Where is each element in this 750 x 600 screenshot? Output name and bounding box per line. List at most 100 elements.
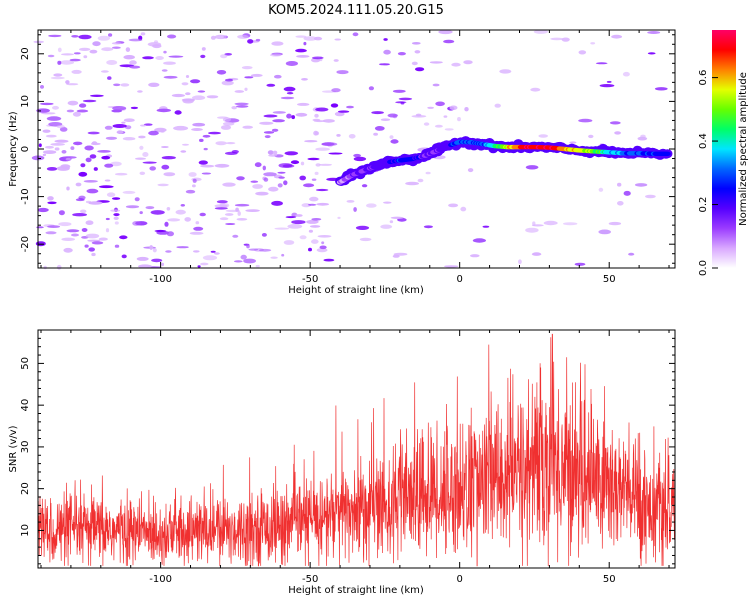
spectrogram-noise-blob xyxy=(174,110,182,115)
spectrogram-noise-blob xyxy=(411,42,421,45)
y-tick-label: 50 xyxy=(20,357,31,370)
spectrogram-noise-blob xyxy=(285,216,296,219)
spectrogram-noise-blob xyxy=(383,49,391,55)
spectrogram-noise-blob xyxy=(73,141,83,146)
spectrogram-noise-blob xyxy=(236,105,249,108)
spectrogram-noise-blob xyxy=(101,47,114,52)
spectrogram-noise-blob xyxy=(41,112,56,115)
spectrogram-noise-blob xyxy=(154,229,167,233)
spectrogram-noise-blob xyxy=(92,41,101,47)
spectrogram-noise-blob xyxy=(185,75,190,78)
spectrogram-noise-blob xyxy=(268,154,277,157)
spectrogram-noise-blob xyxy=(216,200,228,204)
spectrogram-noise-blob xyxy=(614,131,621,135)
spectrogram-noise-blob xyxy=(470,254,480,258)
spectrogram-noise-blob xyxy=(234,90,245,93)
spectrogram-noise-blob xyxy=(84,244,89,248)
spectrogram-noise-blob xyxy=(472,238,486,243)
spectrogram-noise-blob xyxy=(115,172,128,176)
spectrogram-noise-blob xyxy=(135,157,146,160)
spectrogram-noise-blob xyxy=(316,202,330,206)
spectrogram-noise-blob xyxy=(444,128,454,131)
spectrogram-noise-blob xyxy=(93,167,98,171)
spectrogram-noise-blob xyxy=(200,262,209,266)
spectrogram-noise-blob xyxy=(291,115,296,120)
spectrogram-noise-blob xyxy=(309,196,319,202)
spectrogram-noise-blob xyxy=(303,36,318,41)
spectrogram-noise-blob xyxy=(261,233,267,237)
spectrogram-noise-blob xyxy=(104,125,113,130)
spectrogram-noise-blob xyxy=(56,124,65,129)
spectrogram-noise-blob xyxy=(222,121,235,126)
y-tick-label: 10 xyxy=(20,95,31,108)
spectrogram-noise-blob xyxy=(148,130,159,136)
spectrogram-noise-blob xyxy=(499,69,512,74)
spectrogram-noise-blob xyxy=(531,252,542,256)
spectrogram-noise-blob xyxy=(152,247,157,253)
spectrogram-noise-blob xyxy=(50,76,65,80)
spectrogram-noise-blob xyxy=(138,264,152,269)
spectrogram-noise-blob xyxy=(578,118,593,123)
spectrogram-noise-blob xyxy=(182,143,189,146)
spectrogram-noise-blob xyxy=(66,186,70,191)
spectrogram-noise-blob xyxy=(38,143,42,148)
spectrogram-noise-blob xyxy=(105,217,110,221)
spectrogram-noise-blob xyxy=(303,183,315,188)
spectrogram-noise-blob xyxy=(85,233,100,239)
spectrogram-noise-blob xyxy=(171,93,185,98)
spectrogram-noise-blob xyxy=(220,125,232,130)
spectrogram-noise-blob xyxy=(199,138,204,142)
spectrogram-noise-blob xyxy=(88,247,95,252)
spectrogram-noise-blob xyxy=(65,157,72,161)
spectrogram-noise-blob xyxy=(248,248,259,251)
spectrogram-noise-blob xyxy=(47,54,55,58)
spectrogram-noise-blob xyxy=(255,38,261,42)
spectrogram-noise-blob xyxy=(53,73,63,77)
spectrogram-noise-blob xyxy=(221,80,234,86)
spectrogram-noise-blob xyxy=(142,152,149,157)
spectrogram-noise-blob xyxy=(262,165,266,171)
spectrogram-noise-blob xyxy=(234,203,250,207)
snr-frame xyxy=(37,329,676,569)
spectrogram-noise-blob xyxy=(161,164,170,170)
spectrogram-noise-blob xyxy=(54,147,60,151)
y-tick-label: -20 xyxy=(20,236,31,252)
spectrogram-noise-blob xyxy=(45,145,54,149)
spectrogram-noise-blob xyxy=(150,210,165,215)
spectrogram-noise-blob xyxy=(42,150,57,155)
spectrogram-noise-blob xyxy=(654,87,668,91)
spectrogram-noise-blob xyxy=(173,125,189,131)
spectrogram-noise-blob xyxy=(647,52,656,55)
spectrogram-noise-blob xyxy=(443,115,448,118)
spectrogram-noise-blob xyxy=(80,163,86,168)
spectrogram-noise-blob xyxy=(50,143,65,146)
spectrogram-noise-blob xyxy=(185,189,196,194)
spectrogram-noise-blob xyxy=(278,176,285,179)
spectrogram-noise-blob xyxy=(91,252,96,257)
spectrogram-noise-blob xyxy=(71,35,79,38)
spectrogram-noise-blob xyxy=(247,39,254,44)
spectrogram-noise-blob xyxy=(71,69,82,74)
spectrogram-noise-blob xyxy=(80,209,87,214)
spectrogram-noise-blob xyxy=(270,256,278,259)
spectrogram-noise-blob xyxy=(114,244,120,248)
colorbar-ticks: 0.0 0.2 0.4 0.6 xyxy=(698,70,718,276)
y-tick-label: 30 xyxy=(20,441,31,454)
x-tick-label: -50 xyxy=(302,274,318,285)
spectrogram-noise-blob xyxy=(374,125,385,131)
spectrogram-noise-blob xyxy=(157,183,169,187)
spectrogram-noise-blob xyxy=(380,224,393,229)
spectrogram-noise-blob xyxy=(84,145,94,151)
spectrogram-noise-blob xyxy=(222,182,236,187)
spectrogram-noise-blob xyxy=(311,178,317,181)
spectrogram-noise-blob xyxy=(271,200,283,206)
spectrogram-noise-blob xyxy=(323,258,335,262)
spectrogram-noise-blob xyxy=(355,225,370,230)
spectrogram-noise-blob xyxy=(128,38,143,42)
spectrogram-noise-blob xyxy=(83,180,98,183)
spectrogram-noise-blob xyxy=(628,252,635,256)
spectrogram-noise-blob xyxy=(139,171,146,175)
spectrogram-noise-blob xyxy=(415,67,425,72)
spectrogram-noise-blob xyxy=(312,118,321,122)
